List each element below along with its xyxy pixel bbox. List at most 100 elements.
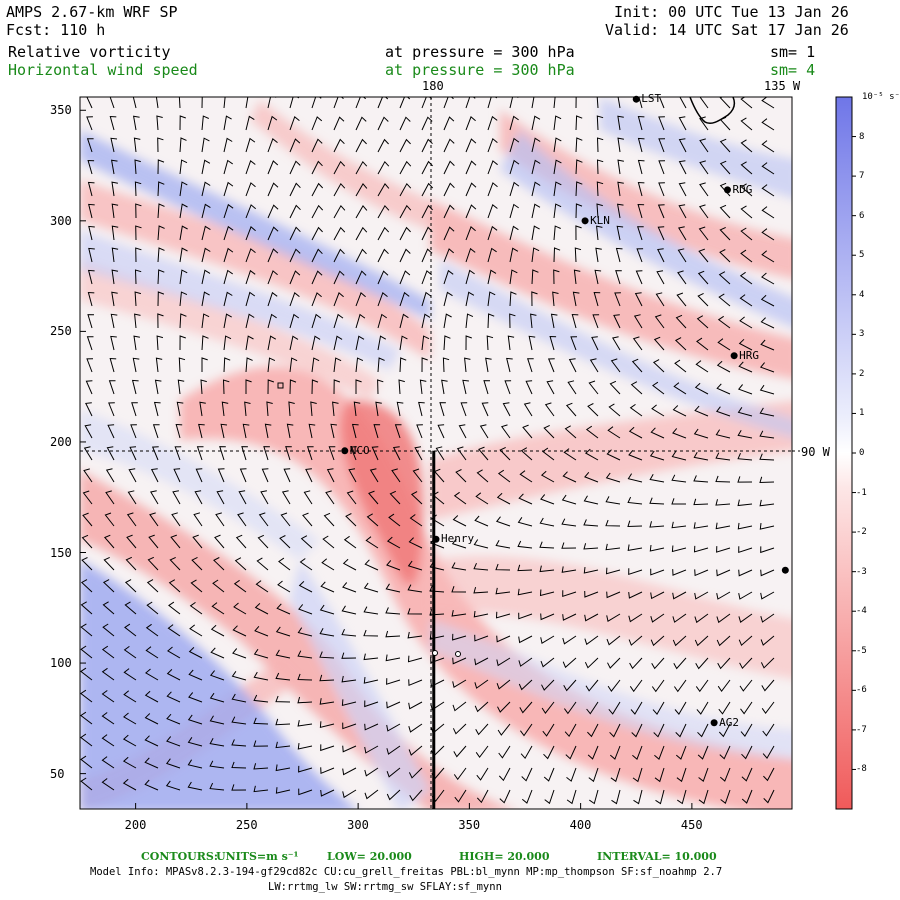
wind-barb <box>607 679 621 692</box>
small-circle-marker <box>455 651 461 657</box>
wind-barb <box>189 601 203 615</box>
x-axis-ticks <box>135 803 693 809</box>
wind-barb <box>157 137 164 153</box>
wind-barb <box>460 402 468 417</box>
wind-barb <box>289 379 297 395</box>
wind-barb <box>421 182 434 197</box>
wind-barb <box>474 657 489 666</box>
wind-barb <box>408 767 423 779</box>
wind-barb <box>377 226 390 241</box>
wind-barb <box>509 247 519 263</box>
wind-barb <box>485 357 492 373</box>
wind-barb <box>487 182 498 197</box>
wind-barb <box>408 745 423 756</box>
wind-barb <box>563 679 577 692</box>
wind-barb <box>589 789 599 805</box>
wind-barb <box>499 789 511 804</box>
wind-barb <box>377 97 389 109</box>
wind-barb <box>289 226 301 241</box>
wind-barb <box>635 270 643 285</box>
wind-barb <box>157 247 165 263</box>
wind-barb <box>123 668 137 681</box>
wind-barb <box>368 490 379 505</box>
wind-barb <box>275 764 291 772</box>
wind-barb <box>233 602 247 615</box>
wind-barb <box>377 270 389 285</box>
wind-barb <box>699 138 709 153</box>
wind-barb <box>487 160 498 175</box>
wind-barb <box>544 789 555 805</box>
colorbar-tick-label: 3 <box>859 329 865 340</box>
wind-barb <box>496 679 511 690</box>
wind-barb <box>82 490 93 505</box>
wind-barb <box>149 512 159 527</box>
wind-barb <box>355 226 368 241</box>
wind-barb <box>363 629 379 637</box>
wind-barb <box>377 116 389 131</box>
wind-barb <box>487 291 496 307</box>
wind-barb <box>244 401 251 417</box>
wind-barb <box>737 453 753 461</box>
wind-barb <box>509 137 520 153</box>
y-tick-label: 300 <box>50 213 72 228</box>
wind-barb <box>134 291 142 307</box>
wind-barb <box>628 568 643 575</box>
wind-barb <box>257 534 269 549</box>
wind-barb <box>479 424 489 439</box>
wind-barb <box>333 270 345 285</box>
wind-barb <box>531 247 540 263</box>
wind-barb <box>179 115 186 131</box>
wind-barb <box>539 541 555 549</box>
wind-barb <box>564 425 577 439</box>
wind-barb <box>363 582 379 593</box>
wind-barb <box>509 291 517 307</box>
wind-barb <box>178 357 186 373</box>
wind-barb <box>584 657 599 669</box>
wind-barb <box>575 225 582 241</box>
wind-barb <box>649 497 665 505</box>
wind-barb <box>719 745 731 760</box>
wind-barb <box>297 673 313 681</box>
wind-barb <box>718 271 731 285</box>
wind-barb <box>220 423 228 439</box>
wind-barb <box>101 645 115 659</box>
wind-barb <box>328 446 336 461</box>
wind-barb <box>174 446 182 461</box>
wind-barb <box>452 723 467 735</box>
wind-barb <box>637 115 645 131</box>
wind-barb <box>649 521 665 528</box>
station-label: LST <box>641 92 662 106</box>
wind-barb <box>519 470 533 483</box>
wind-barb <box>267 160 279 175</box>
coastline <box>689 97 736 125</box>
wind-barb <box>658 160 666 175</box>
contours-high: HIGH= 20.000 <box>459 850 550 863</box>
wind-barb <box>289 182 301 197</box>
wind-barb <box>523 402 533 417</box>
wind-barb <box>495 587 511 595</box>
wind-barb <box>521 789 533 804</box>
wind-barb <box>465 204 477 219</box>
wind-barb <box>543 424 555 439</box>
wind-barb <box>583 567 599 574</box>
wind-barb <box>166 713 181 725</box>
wind-barb <box>377 160 390 175</box>
wind-barb <box>166 669 181 681</box>
wind-barb <box>421 357 428 373</box>
y-tick-label: 150 <box>50 545 72 560</box>
wind-barb <box>289 270 301 285</box>
wind-barb <box>386 701 401 709</box>
wind-barb <box>165 758 181 769</box>
wind-barb <box>421 204 433 219</box>
colorbar-tick-label: -8 <box>856 764 867 775</box>
wind-barb <box>124 579 137 593</box>
x-tick-label: 400 <box>569 818 592 832</box>
wind-barb <box>421 270 432 285</box>
wind-barb <box>672 613 687 623</box>
wind-barb <box>540 613 555 621</box>
wind-barb <box>760 635 775 646</box>
wind-barb <box>126 534 137 549</box>
x-tick-label: 450 <box>680 818 703 832</box>
wind-barb <box>631 358 643 373</box>
wind-barb <box>80 777 93 791</box>
